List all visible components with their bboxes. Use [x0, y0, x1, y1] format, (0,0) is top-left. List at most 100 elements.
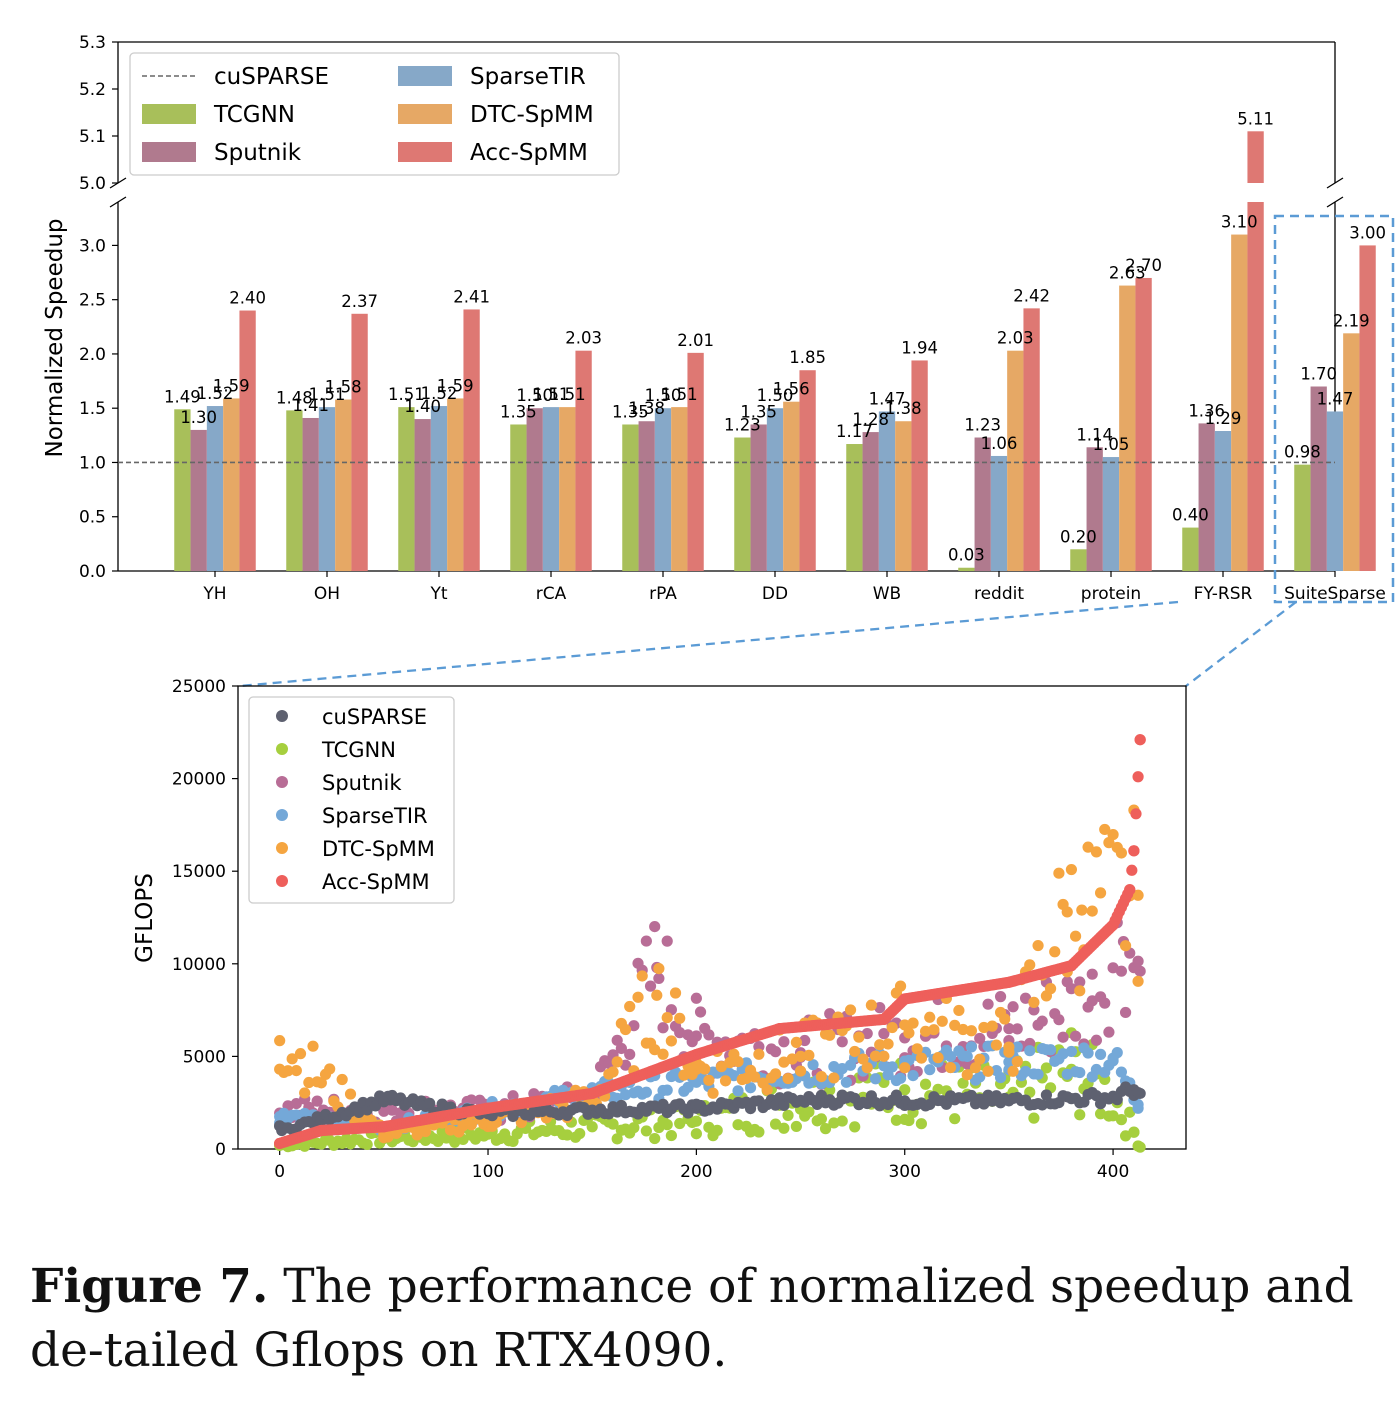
bar-sparsetir-rca	[542, 407, 560, 571]
caption-text: The performance of normalized speedup an…	[30, 1259, 1354, 1378]
bar-tcgnn-suitesparse	[1294, 464, 1311, 571]
point-dtc-spmm	[1032, 939, 1044, 952]
bar-sparsetir-suitesparse	[1326, 411, 1344, 571]
point-dtc-spmm	[919, 1025, 932, 1037]
point-dtc-spmm	[882, 1038, 894, 1050]
point-dtc-spmm	[636, 970, 648, 982]
point-dtc-spmm	[782, 1072, 794, 1085]
point-acc-spmm	[1130, 808, 1142, 820]
value-label-sparsetir-suitesparse: 1.47	[1317, 389, 1354, 408]
point-tcgnn	[1074, 1109, 1086, 1121]
scatter-series-cusparse	[274, 1081, 1146, 1137]
axis-break-mark	[1326, 177, 1344, 189]
point-sputnik	[290, 1097, 302, 1110]
value-label-sputnik-yt: 1.40	[404, 397, 441, 416]
bar-sputnik-reddit	[974, 437, 991, 571]
point-cusparse	[811, 1098, 823, 1111]
scatter-y-tick-label: 15000	[172, 862, 226, 882]
legend-frame	[129, 52, 620, 176]
point-tcgnn	[769, 1118, 782, 1130]
bar-dtc-spmm-reddit	[1007, 350, 1024, 571]
scatter-legend-marker-dtc-spmm	[276, 842, 288, 854]
point-dtc-spmm	[649, 1044, 661, 1056]
point-dtc-spmm	[632, 991, 644, 1003]
point-dtc-spmm	[794, 1065, 807, 1077]
point-tcgnn	[686, 1116, 698, 1129]
point-dtc-spmm	[1007, 1065, 1019, 1077]
point-dtc-spmm	[1049, 946, 1061, 958]
point-sputnik	[649, 920, 661, 933]
y-tick-label: 0.0	[79, 562, 106, 582]
value-label-sputnik-protein: 1.14	[1076, 425, 1113, 444]
point-sparsetir	[290, 1109, 302, 1121]
point-tcgnn	[919, 1078, 932, 1090]
x-tick-label-yt: Yt	[429, 584, 447, 604]
point-dtc-spmm	[857, 1053, 869, 1065]
point-dtc-spmm	[886, 1021, 898, 1034]
point-dtc-spmm	[878, 1050, 890, 1062]
point-sputnik	[640, 935, 652, 947]
bar-tcgnn-wb	[846, 444, 863, 571]
point-dtc-spmm	[1076, 904, 1088, 916]
value-label-dtc-spmm-rpa: 1.51	[661, 385, 698, 404]
value-label-acc-spmm-yh: 2.40	[229, 289, 266, 308]
bar-acc-spmm-wb	[911, 360, 928, 571]
point-sparsetir	[1011, 1041, 1023, 1053]
zoom-line-left	[239, 600, 1179, 688]
point-dtc-spmm	[869, 1050, 882, 1062]
point-dtc-spmm	[1094, 887, 1107, 899]
point-tcgnn	[1040, 1062, 1053, 1074]
bar-acc-spmm-oh	[351, 313, 368, 571]
scatter-frame	[237, 685, 1187, 1150]
point-sparsetir	[807, 1059, 819, 1071]
point-dtc-spmm	[674, 1012, 686, 1024]
bar-dtc-spmm-dd	[783, 401, 800, 571]
value-label-acc-spmm-wb: 1.94	[901, 338, 938, 357]
point-tcgnn	[782, 1109, 794, 1121]
point-sputnik	[778, 1036, 790, 1048]
point-sparsetir	[1065, 1045, 1078, 1058]
x-tick-label-reddit: reddit	[974, 584, 1024, 604]
bar-sparsetir-fy-rsr	[1214, 430, 1232, 571]
bar-acc-spmm-yt	[463, 309, 480, 571]
point-dtc-spmm	[1065, 863, 1078, 876]
point-dtc-spmm	[619, 1023, 632, 1036]
x-tick-label-dd: DD	[762, 584, 788, 604]
point-tcgnn	[790, 1120, 802, 1133]
point-cusparse	[1036, 1099, 1048, 1111]
point-dtc-spmm	[982, 1065, 994, 1077]
point-cusparse	[940, 1098, 952, 1110]
point-sputnik	[628, 1020, 640, 1032]
bar-sputnik-suitesparse	[1310, 386, 1327, 571]
bar-legend: cuSPARSE TCGNN Sputnik SparseTIR DTC-SpMM Acc…	[129, 52, 620, 176]
value-label-dtc-spmm-yh: 1.59	[213, 376, 250, 395]
point-dtc-spmm	[732, 1055, 744, 1068]
point-tcgnn	[836, 1115, 848, 1127]
point-dtc-spmm	[907, 1017, 919, 1029]
point-sparsetir	[1132, 1102, 1144, 1114]
point-sputnik	[769, 1046, 782, 1058]
x-tick-label-fy-rsr: FY-RSR	[1194, 584, 1253, 604]
point-sparsetir	[1032, 1068, 1044, 1080]
bar-dtc-spmm-rpa	[671, 407, 688, 571]
point-sputnik	[994, 991, 1007, 1003]
point-cusparse	[1132, 1087, 1144, 1099]
bar-sparsetir-protein	[1102, 457, 1120, 571]
bar-tcgnn-dd	[734, 437, 751, 571]
scatter-legend-label-sparsetir: SparseTIR	[322, 804, 428, 828]
point-sputnik	[1082, 1001, 1094, 1013]
value-label-tcgnn-wb: 1.17	[836, 422, 873, 441]
point-tcgnn	[1119, 1130, 1132, 1142]
point-sparsetir	[965, 1041, 977, 1053]
point-dtc-spmm	[1082, 841, 1094, 853]
legend-label-cusparse: cuSPARSE	[214, 64, 329, 90]
point-dtc-spmm	[724, 1057, 736, 1069]
value-label-sputnik-rpa: 1.38	[628, 399, 665, 418]
point-dtc-spmm	[969, 1062, 982, 1074]
scatter-legend-label-acc-spmm: Acc-SpMM	[322, 870, 430, 894]
point-tcgnn	[607, 1118, 619, 1130]
point-acc-spmm	[1128, 845, 1140, 857]
value-label-dtc-spmm-dd: 1.56	[773, 380, 810, 399]
figure-caption: Figure 7. The performance of normalized …	[30, 1255, 1375, 1383]
point-tcgnn	[803, 1106, 815, 1118]
